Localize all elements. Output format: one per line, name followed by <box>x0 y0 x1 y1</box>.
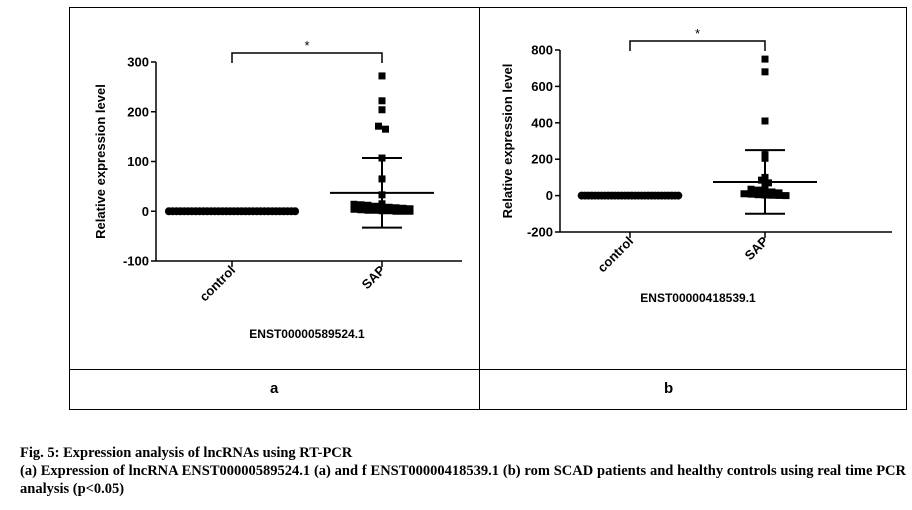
data-point-sap <box>775 191 783 199</box>
y-tick-label: 0 <box>142 204 149 219</box>
data-point-sap <box>357 201 365 209</box>
y-tick-label: -200 <box>527 225 553 240</box>
y-tick-label: 200 <box>531 152 553 167</box>
data-point-sap <box>357 206 365 214</box>
y-tick-label: 300 <box>127 55 149 70</box>
data-point-sap <box>350 200 358 208</box>
data-point-sap <box>761 117 769 125</box>
data-point-sap <box>350 205 358 213</box>
data-point-sap <box>392 207 400 215</box>
data-point-sap <box>782 192 790 200</box>
chart-title: ENST00000589524.1 <box>249 327 365 341</box>
y-tick-label: 400 <box>531 115 553 130</box>
data-point-sap <box>385 207 393 215</box>
y-tick-label: 600 <box>531 79 553 94</box>
y-tick-label: -100 <box>123 254 149 269</box>
y-tick-label: 0 <box>546 188 553 203</box>
y-tick-label: 200 <box>127 104 149 119</box>
chart-a: -100 0 100 200 300 Relative expression level c… <box>93 38 462 341</box>
data-point-control <box>291 207 300 216</box>
caption-body: (a) Expression of lncRNA ENST00000589524… <box>20 463 906 497</box>
panel-label-a: a <box>270 380 279 397</box>
data-point-sap <box>378 106 386 114</box>
data-point-sap <box>747 190 755 198</box>
figure-frame <box>69 7 907 410</box>
data-point-sap <box>364 201 372 209</box>
data-point-sap <box>399 207 407 215</box>
y-tick-label: 100 <box>127 154 149 169</box>
significance-marker: * <box>695 26 700 41</box>
data-point-sap <box>378 72 386 80</box>
chart-b: -200 0 200 400 600 800 Relative expression lev… <box>500 26 892 305</box>
data-point-sap <box>761 68 769 76</box>
x-category-label: SAP <box>359 262 389 292</box>
data-point-sap <box>371 206 379 214</box>
data-point-sap <box>754 191 762 199</box>
significance-bracket <box>231 52 383 63</box>
data-point-sap <box>754 186 762 194</box>
data-point-sap <box>740 190 748 198</box>
y-axis-label: Relative expression level <box>93 84 108 239</box>
x-category-label: control <box>594 234 636 276</box>
y-axis-label: Relative expression level <box>500 64 515 219</box>
data-point-sap <box>761 55 769 63</box>
significance-bracket <box>629 40 766 51</box>
panel-divider <box>479 7 480 410</box>
data-point-sap <box>382 125 389 133</box>
data-point-sap <box>758 176 765 184</box>
chart-title: ENST00000418539.1 <box>640 291 756 305</box>
x-category-label: control <box>196 263 238 305</box>
data-point-sap <box>406 207 414 215</box>
panel-label-b: b <box>664 380 674 397</box>
x-category-label: SAP <box>742 233 772 263</box>
data-point-sap <box>371 202 379 210</box>
figure-caption: Fig. 5: Expression analysis of lncRNAs u… <box>20 444 906 498</box>
data-point-sap <box>378 97 386 105</box>
y-tick-label: 800 <box>531 43 553 58</box>
caption-title: Fig. 5: Expression analysis of lncRNAs u… <box>20 445 353 461</box>
data-point-sap <box>768 191 776 199</box>
label-row-divider <box>69 369 907 370</box>
data-point-sap <box>364 206 372 214</box>
data-point-sap <box>747 185 755 193</box>
data-point-sap <box>375 122 382 130</box>
significance-marker: * <box>304 38 309 53</box>
